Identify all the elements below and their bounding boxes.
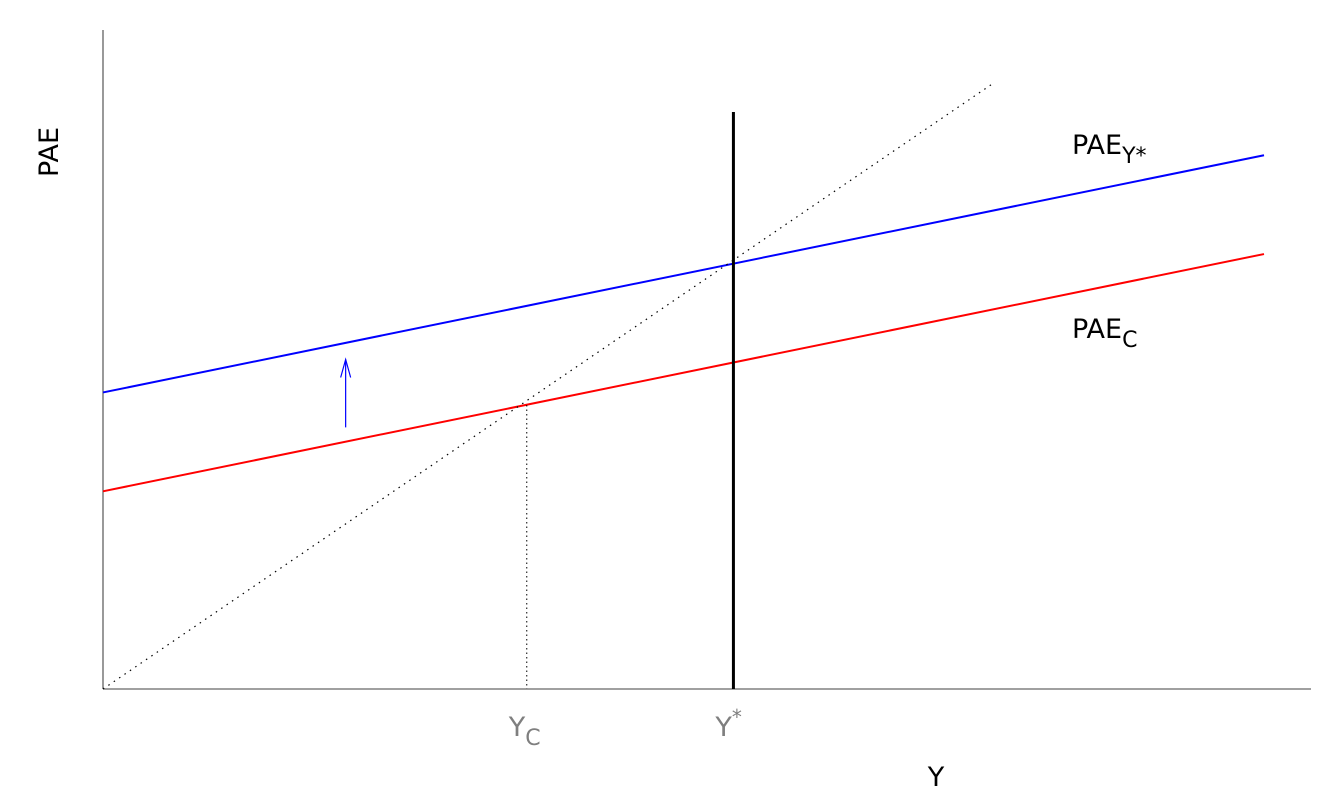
marker-label-0-sub: C <box>525 726 540 751</box>
series-line-1 <box>102 253 1265 493</box>
series-layer <box>102 84 1265 690</box>
marker-label-0-main: Y <box>508 712 526 743</box>
marker-layer: YC Y* <box>508 112 742 751</box>
label-layer: PAE Y PAEY*PAEC <box>34 127 1147 793</box>
marker-label-1: Y* <box>714 705 742 743</box>
axes <box>102 30 1311 690</box>
shift-arrow-head-0 <box>340 357 352 378</box>
series-label-1-main: PAE <box>1072 314 1122 345</box>
series-label-0-sub: Y* <box>1121 144 1146 169</box>
series-label-1: PAEC <box>1072 314 1137 353</box>
series-label-0-main: PAE <box>1072 130 1122 161</box>
annotation-layer <box>340 357 352 428</box>
y-axis-label: PAE <box>34 127 65 177</box>
x-axis-label: Y <box>927 762 945 793</box>
marker-label-0: YC <box>508 712 541 751</box>
series-line-2 <box>102 84 992 690</box>
series-line-0 <box>102 154 1265 394</box>
marker-label-1-sup: * <box>732 705 742 729</box>
series-label-1-sub: C <box>1122 328 1137 353</box>
marker-label-1-main: Y <box>714 712 732 743</box>
series-label-0: PAEY* <box>1072 130 1147 169</box>
